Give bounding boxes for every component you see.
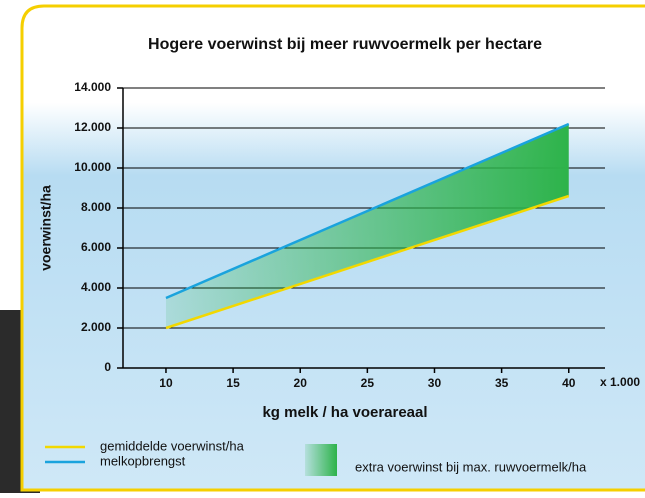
chart: Hogere voerwinst bij meer ruwvoermelk pe… [0,0,645,493]
y-tick-label: 12.000 [74,120,111,134]
chart-title: Hogere voerwinst bij meer ruwvoermelk pe… [148,36,542,53]
y-axis-label: voerwinst/ha [38,185,54,271]
y-tick-label: 14.000 [74,80,111,94]
legend-label: extra voerwinst bij max. ruwvoermelk/ha [355,459,587,474]
x-tick-label: 35 [495,376,509,390]
legend-label: gemiddelde voerwinst/ha [100,438,245,453]
y-tick-label: 10.000 [74,160,111,174]
x-tick-label: 15 [226,376,240,390]
y-tick-label: 0 [104,360,111,374]
y-tick-label: 8.000 [81,200,111,214]
x-tick-label: 20 [294,376,308,390]
x-unit: x 1.000 [600,375,640,389]
x-tick-label: 40 [562,376,576,390]
legend-swatch [305,444,337,476]
x-tick-label: 30 [428,376,442,390]
y-tick-label: 4.000 [81,280,111,294]
x-tick-label: 10 [159,376,173,390]
y-tick-label: 2.000 [81,320,111,334]
x-tick-label: 25 [361,376,375,390]
legend-label: melkopbrengst [100,453,186,468]
x-axis-label: kg melk / ha voerareaal [262,404,427,421]
y-tick-label: 6.000 [81,240,111,254]
